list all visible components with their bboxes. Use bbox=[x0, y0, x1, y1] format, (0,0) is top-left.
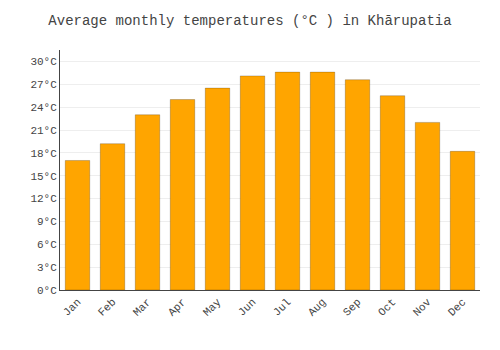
svg-text:Apr: Apr bbox=[166, 296, 188, 318]
svg-text:Sep: Sep bbox=[341, 296, 363, 318]
svg-text:Jun: Jun bbox=[236, 296, 258, 318]
svg-text:Feb: Feb bbox=[96, 296, 118, 318]
svg-text:Nov: Nov bbox=[411, 296, 434, 319]
svg-text:Jul: Jul bbox=[271, 296, 293, 318]
svg-text:Average monthly temperatures (: Average monthly temperatures (°C ) in Kh… bbox=[48, 13, 451, 29]
svg-text:9°C: 9°C bbox=[37, 216, 57, 228]
svg-text:Jan: Jan bbox=[61, 296, 83, 318]
svg-text:Aug: Aug bbox=[306, 296, 328, 318]
svg-text:Dec: Dec bbox=[446, 296, 468, 318]
svg-text:30°C: 30°C bbox=[30, 56, 57, 68]
svg-text:Oct: Oct bbox=[376, 296, 398, 318]
svg-text:27°C: 27°C bbox=[30, 79, 57, 91]
svg-text:6°C: 6°C bbox=[37, 239, 57, 251]
svg-text:18°C: 18°C bbox=[30, 148, 57, 160]
svg-text:24°C: 24°C bbox=[30, 102, 57, 114]
svg-text:15°C: 15°C bbox=[30, 171, 57, 183]
svg-text:0°C: 0°C bbox=[37, 285, 57, 297]
svg-text:21°C: 21°C bbox=[30, 125, 57, 137]
svg-text:12°C: 12°C bbox=[30, 193, 57, 205]
svg-text:3°C: 3°C bbox=[37, 262, 57, 274]
svg-text:Mar: Mar bbox=[131, 296, 153, 318]
svg-text:May: May bbox=[201, 296, 224, 319]
